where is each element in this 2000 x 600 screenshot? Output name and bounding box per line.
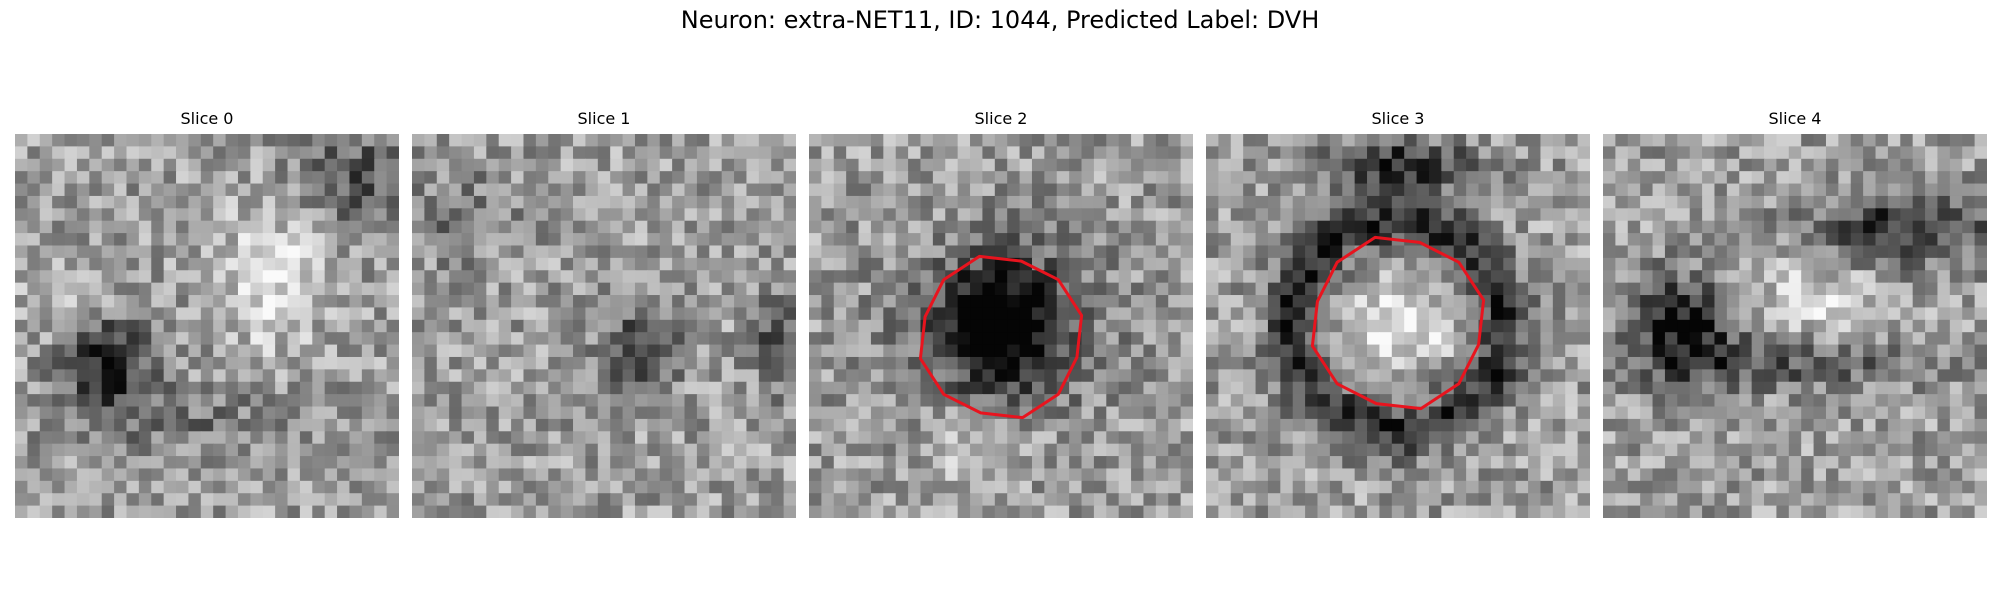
roi-contour — [918, 254, 1084, 420]
slice-title: Slice 1 — [577, 109, 631, 128]
figure-title: Neuron: extra-NET11, ID: 1044, Predicted… — [680, 6, 1320, 34]
slice-title: Slice 2 — [974, 109, 1028, 128]
slice-panel-2: Slice 2 — [809, 108, 1193, 518]
microscopy-slice-image — [412, 134, 796, 518]
slice-title: Slice 3 — [1371, 109, 1425, 128]
slice-panel-1: Slice 1 — [412, 108, 796, 518]
slice-panel-4: Slice 4 — [1603, 108, 1987, 518]
microscopy-slice-image — [1603, 134, 1987, 518]
microscopy-slice-image — [809, 134, 1193, 518]
roi-contour — [1310, 235, 1486, 411]
slice-title: Slice 0 — [180, 109, 234, 128]
slice-panel-0: Slice 0 — [15, 108, 399, 518]
slice-title: Slice 4 — [1768, 109, 1822, 128]
slice-panel-3: Slice 3 — [1206, 108, 1590, 518]
microscopy-slice-image — [15, 134, 399, 518]
microscopy-slice-image — [1206, 134, 1590, 518]
